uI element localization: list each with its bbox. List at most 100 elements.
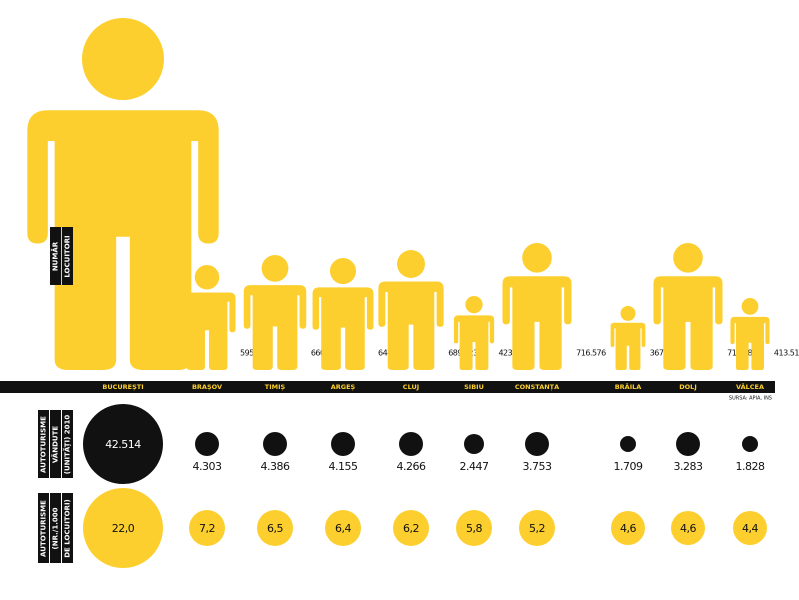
figure-body (502, 276, 572, 370)
cars-per-1000-circle (257, 510, 293, 546)
city-name: CONSTANȚA (515, 383, 559, 392)
figure-body (653, 276, 723, 370)
population-value: 413.511 (774, 349, 799, 358)
side-label-bg (62, 227, 73, 285)
cars-sold-value: 4.386 (261, 460, 290, 473)
figure-body (178, 292, 236, 370)
side-label-bg (50, 227, 61, 285)
cars-per-1000-value: 5,8 (466, 522, 482, 535)
cars-per-1000-value: 7,2 (199, 522, 215, 535)
city-name: VÂLCEA (736, 382, 764, 391)
cars-sold-circle (399, 432, 423, 456)
cars-per-1000-value: 6,4 (335, 522, 351, 535)
side-label: AUTOTURISME (40, 416, 48, 473)
cars-sold-value: 4.155 (329, 460, 358, 473)
side-label: (UNITĂȚI) 2010 (63, 415, 73, 475)
cars-sold-value: 42.514 (105, 438, 141, 451)
side-label: AUTOTURISME (40, 500, 48, 557)
source: SURSA: APIA, INS (729, 396, 772, 402)
cars-sold-value: 3.753 (523, 460, 552, 473)
person-figure (653, 243, 723, 370)
side-label: (NR./1.000 (52, 507, 60, 549)
cars-sold-value: 4.266 (397, 460, 426, 473)
city-name: BUCUREȘTI (102, 383, 143, 391)
city-bar (0, 381, 775, 393)
figure-head (194, 265, 220, 290)
cars-per-1000-value: 6,2 (403, 522, 419, 535)
city-name: CLUJ (403, 383, 419, 391)
figure-body (730, 316, 770, 370)
person-figure (378, 250, 444, 370)
figure-body (243, 285, 307, 370)
figure-head (465, 296, 483, 314)
city-name: DOLJ (679, 383, 696, 391)
side-label: NUMĂR (51, 241, 60, 271)
cars-per-1000-value: 6,5 (267, 522, 283, 535)
person-figure (502, 243, 572, 370)
figure-body (27, 110, 219, 370)
cars-per-1000-value: 4,6 (680, 522, 696, 535)
cars-sold-circle (195, 432, 219, 456)
figure-head (620, 306, 636, 321)
cars-per-1000-circle (393, 510, 429, 546)
figure-head (741, 298, 759, 315)
cars-per-1000-circle (83, 488, 163, 568)
side-label-bg (38, 410, 49, 478)
person-figure (312, 258, 374, 370)
side-label-bg (62, 493, 73, 563)
cars-sold-circle (83, 404, 163, 484)
cars-per-1000-circle (671, 511, 705, 545)
figure-head (397, 250, 425, 278)
person-figure (243, 255, 307, 370)
cars-per-1000-circle (519, 510, 555, 546)
cars-per-1000-value: 22,0 (112, 522, 135, 535)
cars-per-1000-circle (325, 510, 361, 546)
city-name: BRĂILA (615, 382, 642, 391)
cars-sold-value: 3.283 (674, 460, 703, 473)
person-figure (27, 18, 219, 370)
cars-sold-value: 4.303 (193, 460, 222, 473)
cars-per-1000-value: 5,2 (529, 522, 545, 535)
cars-sold-value: 1.709 (614, 460, 643, 473)
side-label-bg (50, 493, 61, 563)
cars-sold-circle (263, 432, 287, 456)
figure-body (453, 315, 495, 370)
side-label: LOCUITORI (64, 235, 72, 277)
figure-body (610, 322, 646, 370)
cars-sold-value: 2.447 (460, 460, 489, 473)
cars-sold-circle (331, 432, 355, 456)
figure-body (312, 287, 374, 370)
figure-head (673, 243, 703, 273)
cars-sold-circle (676, 432, 700, 456)
cars-per-1000-value: 4,4 (742, 522, 758, 535)
cars-sold-circle (620, 436, 636, 452)
person-figure (178, 265, 236, 370)
figure-head (329, 258, 357, 285)
cars-per-1000-circle (733, 511, 767, 545)
city-name: ARGEȘ (331, 383, 356, 391)
side-label-bg (62, 410, 73, 478)
cars-per-1000-circle (189, 510, 225, 546)
figure-head (81, 18, 165, 101)
person-figure (453, 296, 495, 370)
person-figure (610, 306, 646, 370)
figure-head (261, 255, 289, 282)
cars-sold-circle (525, 432, 549, 456)
cars-sold-circle (742, 436, 758, 452)
city-name: SIBIU (464, 383, 484, 391)
side-label: DE LOCUITORI) (64, 499, 72, 558)
cars-sold-value: 1.828 (736, 460, 765, 473)
cars-sold-circle (464, 434, 484, 454)
figure-head (522, 243, 552, 273)
side-label-bg (50, 410, 61, 478)
side-label-bg (38, 493, 49, 563)
cars-per-1000-circle (611, 511, 645, 545)
population-value: 716.576 (576, 349, 606, 358)
cars-per-1000-circle (456, 510, 492, 546)
person-figure (730, 298, 770, 370)
figure-body (378, 281, 444, 370)
cars-per-1000-value: 4,6 (620, 522, 636, 535)
side-label: VÂNDUTE (51, 426, 60, 463)
city-name: BRAȘOV (192, 383, 222, 391)
